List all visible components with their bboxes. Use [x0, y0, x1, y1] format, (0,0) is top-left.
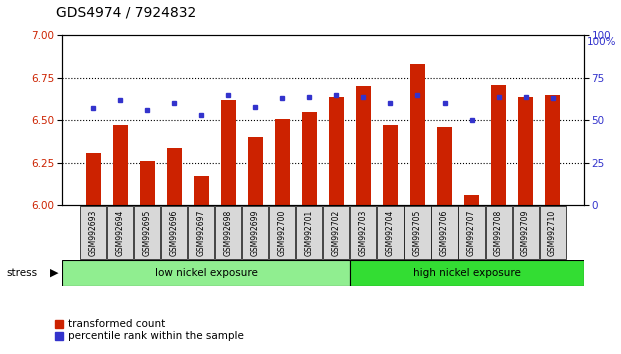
Text: GSM992694: GSM992694	[116, 210, 125, 256]
Bar	[107, 206, 134, 259]
Bar	[491, 85, 506, 205]
Text: ▶: ▶	[50, 268, 58, 278]
Bar	[80, 206, 106, 259]
Bar	[410, 64, 425, 205]
Text: stress: stress	[6, 268, 37, 278]
Text: low nickel exposure: low nickel exposure	[155, 268, 258, 278]
Bar	[275, 119, 290, 205]
Bar	[437, 127, 452, 205]
Text: GSM992693: GSM992693	[89, 210, 97, 256]
Text: GSM992700: GSM992700	[278, 210, 287, 256]
Bar	[404, 206, 430, 259]
Text: GSM992695: GSM992695	[143, 210, 152, 256]
Text: GSM992706: GSM992706	[440, 210, 449, 256]
Text: GSM992704: GSM992704	[386, 210, 395, 256]
Text: 100%: 100%	[587, 37, 617, 47]
Text: GSM992702: GSM992702	[332, 210, 341, 256]
Bar	[512, 206, 538, 259]
Bar	[302, 112, 317, 205]
Bar	[242, 206, 268, 259]
Bar	[194, 176, 209, 205]
Text: GSM992701: GSM992701	[305, 210, 314, 256]
Bar	[248, 137, 263, 205]
Bar	[86, 153, 101, 205]
Text: GSM992709: GSM992709	[521, 210, 530, 256]
Bar	[329, 97, 344, 205]
Text: GSM992710: GSM992710	[548, 210, 557, 256]
Text: GSM992703: GSM992703	[359, 210, 368, 256]
Text: GSM992707: GSM992707	[467, 210, 476, 256]
Bar	[113, 125, 128, 205]
Bar	[324, 206, 350, 259]
Bar	[350, 260, 584, 286]
Bar	[383, 125, 398, 205]
Bar	[167, 148, 182, 205]
Bar	[464, 195, 479, 205]
Bar	[188, 206, 214, 259]
Text: high nickel exposure: high nickel exposure	[413, 268, 521, 278]
Bar	[296, 206, 322, 259]
Text: GSM992697: GSM992697	[197, 210, 206, 256]
Bar	[350, 206, 376, 259]
Text: GSM992708: GSM992708	[494, 210, 503, 256]
Text: GSM992698: GSM992698	[224, 210, 233, 256]
Bar	[140, 161, 155, 205]
Text: GSM992696: GSM992696	[170, 210, 179, 256]
Bar	[432, 206, 458, 259]
Bar	[134, 206, 160, 259]
Bar	[161, 206, 188, 259]
Bar	[540, 206, 566, 259]
Bar	[518, 97, 533, 205]
Bar	[486, 206, 512, 259]
Bar	[215, 206, 242, 259]
Bar	[545, 95, 560, 205]
Text: GSM992699: GSM992699	[251, 210, 260, 256]
Text: GDS4974 / 7924832: GDS4974 / 7924832	[56, 5, 196, 19]
Legend: transformed count, percentile rank within the sample: transformed count, percentile rank withi…	[55, 319, 244, 341]
Bar	[221, 100, 236, 205]
Bar	[458, 206, 484, 259]
Bar	[62, 260, 350, 286]
Bar	[270, 206, 296, 259]
Bar	[356, 86, 371, 205]
Text: GSM992705: GSM992705	[413, 210, 422, 256]
Bar	[378, 206, 404, 259]
